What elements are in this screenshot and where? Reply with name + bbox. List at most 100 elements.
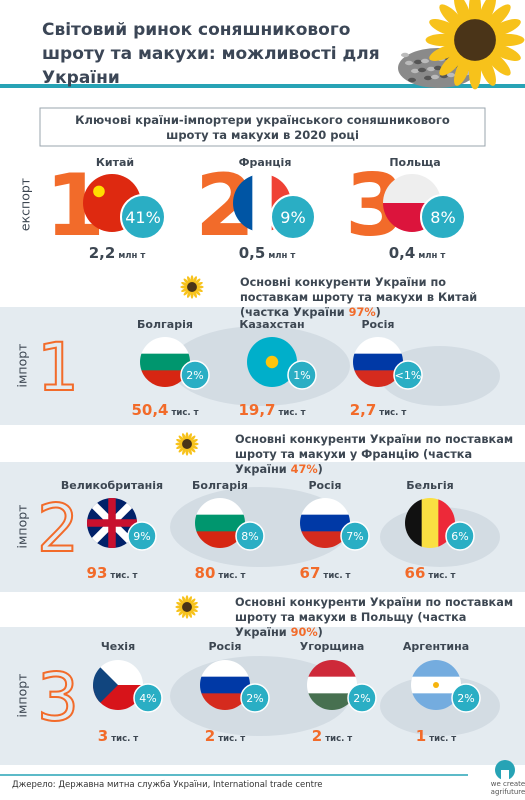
amount: 2,7 тис. т (313, 400, 443, 419)
amount-unit: тис. т (111, 734, 139, 744)
logo-cut (501, 770, 509, 780)
amount: 0,5 млн т (202, 243, 332, 262)
petal (488, 19, 521, 37)
amount-value: 0,5 (238, 244, 266, 262)
subtitle-box (39, 107, 486, 147)
share-circle (451, 683, 481, 713)
amount: 1 тис. т (371, 726, 501, 745)
petal (478, 0, 496, 27)
petal (429, 43, 462, 61)
star (93, 185, 105, 198)
stripe (353, 353, 403, 371)
flag (405, 498, 455, 548)
petal (189, 446, 196, 453)
country-label: Польща (389, 156, 441, 169)
amount-unit: тис. т (278, 408, 306, 418)
stripe (405, 498, 423, 548)
share-label: 2% (186, 369, 203, 382)
petal (478, 53, 496, 86)
stripe (252, 174, 273, 232)
stripe (353, 370, 403, 387)
stripe (421, 498, 439, 548)
petal (182, 447, 187, 455)
sunflower-center (182, 439, 192, 449)
petal (178, 598, 185, 605)
stripe (300, 531, 350, 548)
share-circle (340, 521, 370, 551)
share-circle (180, 360, 210, 390)
petal (190, 275, 194, 284)
amount-unit: тис. т (325, 734, 353, 744)
amount-unit: тис. т (171, 408, 199, 418)
amount-unit: тис. т (218, 571, 246, 581)
stripe (200, 676, 250, 694)
share-circle (235, 521, 265, 551)
amount-unit: тис. т (429, 734, 457, 744)
share-label: 1% (293, 369, 310, 382)
seed (447, 72, 455, 78)
amount: 3 тис. т (53, 726, 183, 745)
petal (182, 610, 187, 618)
petal (175, 442, 184, 446)
share-label: 2% (353, 692, 370, 705)
petal (485, 50, 511, 76)
amount: 50,4 тис. т (100, 400, 230, 419)
amount-unit: млн т (418, 251, 446, 261)
seed (421, 58, 429, 64)
petal (190, 444, 198, 449)
share-circle (287, 360, 317, 390)
stripe (411, 693, 461, 710)
petal (187, 290, 192, 298)
sun (265, 355, 279, 369)
share-circle (347, 683, 377, 713)
amount-value: 2 (204, 727, 216, 745)
share-label: 6% (451, 530, 468, 543)
stripe (200, 660, 250, 678)
amount-unit: тис. т (323, 571, 351, 581)
country-label: Чехія (100, 640, 136, 653)
country-label: Казахстан (239, 318, 305, 331)
amount-value: 2,7 (349, 401, 377, 419)
amount: 67 тис. т (260, 563, 390, 582)
country-label: Угорщина (299, 640, 365, 653)
share-label: 9% (280, 208, 305, 227)
side-label: експорт (17, 177, 33, 232)
petal (181, 282, 189, 287)
country-label: Великобританія (60, 479, 164, 492)
heading-end: ) (375, 306, 381, 319)
petal (178, 446, 185, 453)
petal (190, 439, 198, 444)
petal (485, 4, 511, 30)
amount-unit: тис. т (379, 408, 407, 418)
amount: 2 тис. т (160, 726, 290, 745)
heading-text: Основні конкуренти України по поставкам … (235, 596, 514, 639)
amount-unit: тис. т (428, 571, 456, 581)
stripe (411, 660, 461, 678)
amount: 66 тис. т (365, 563, 495, 582)
flag (195, 498, 245, 548)
share-circle (420, 194, 466, 240)
country-label: Бельгія (406, 479, 454, 492)
sunflower-center (187, 282, 197, 292)
petal (176, 602, 184, 607)
stripe (307, 676, 357, 694)
heading-share: 47% (290, 463, 318, 476)
seed (434, 65, 442, 71)
sun (433, 682, 439, 688)
stripe (140, 337, 190, 355)
share-label: 41% (125, 208, 161, 227)
amount: 2,2 млн т (52, 243, 182, 262)
petal (187, 596, 192, 604)
petal (181, 287, 189, 292)
seed (431, 74, 439, 80)
petal (185, 447, 189, 456)
amount: 93 тис. т (47, 563, 177, 582)
side-label: імпорт (14, 673, 30, 718)
share-label: <1% (395, 369, 422, 382)
stripe (300, 514, 350, 532)
country-label: Росія (208, 640, 242, 653)
stripe (140, 353, 190, 371)
seed (405, 60, 413, 66)
petal (194, 278, 201, 285)
